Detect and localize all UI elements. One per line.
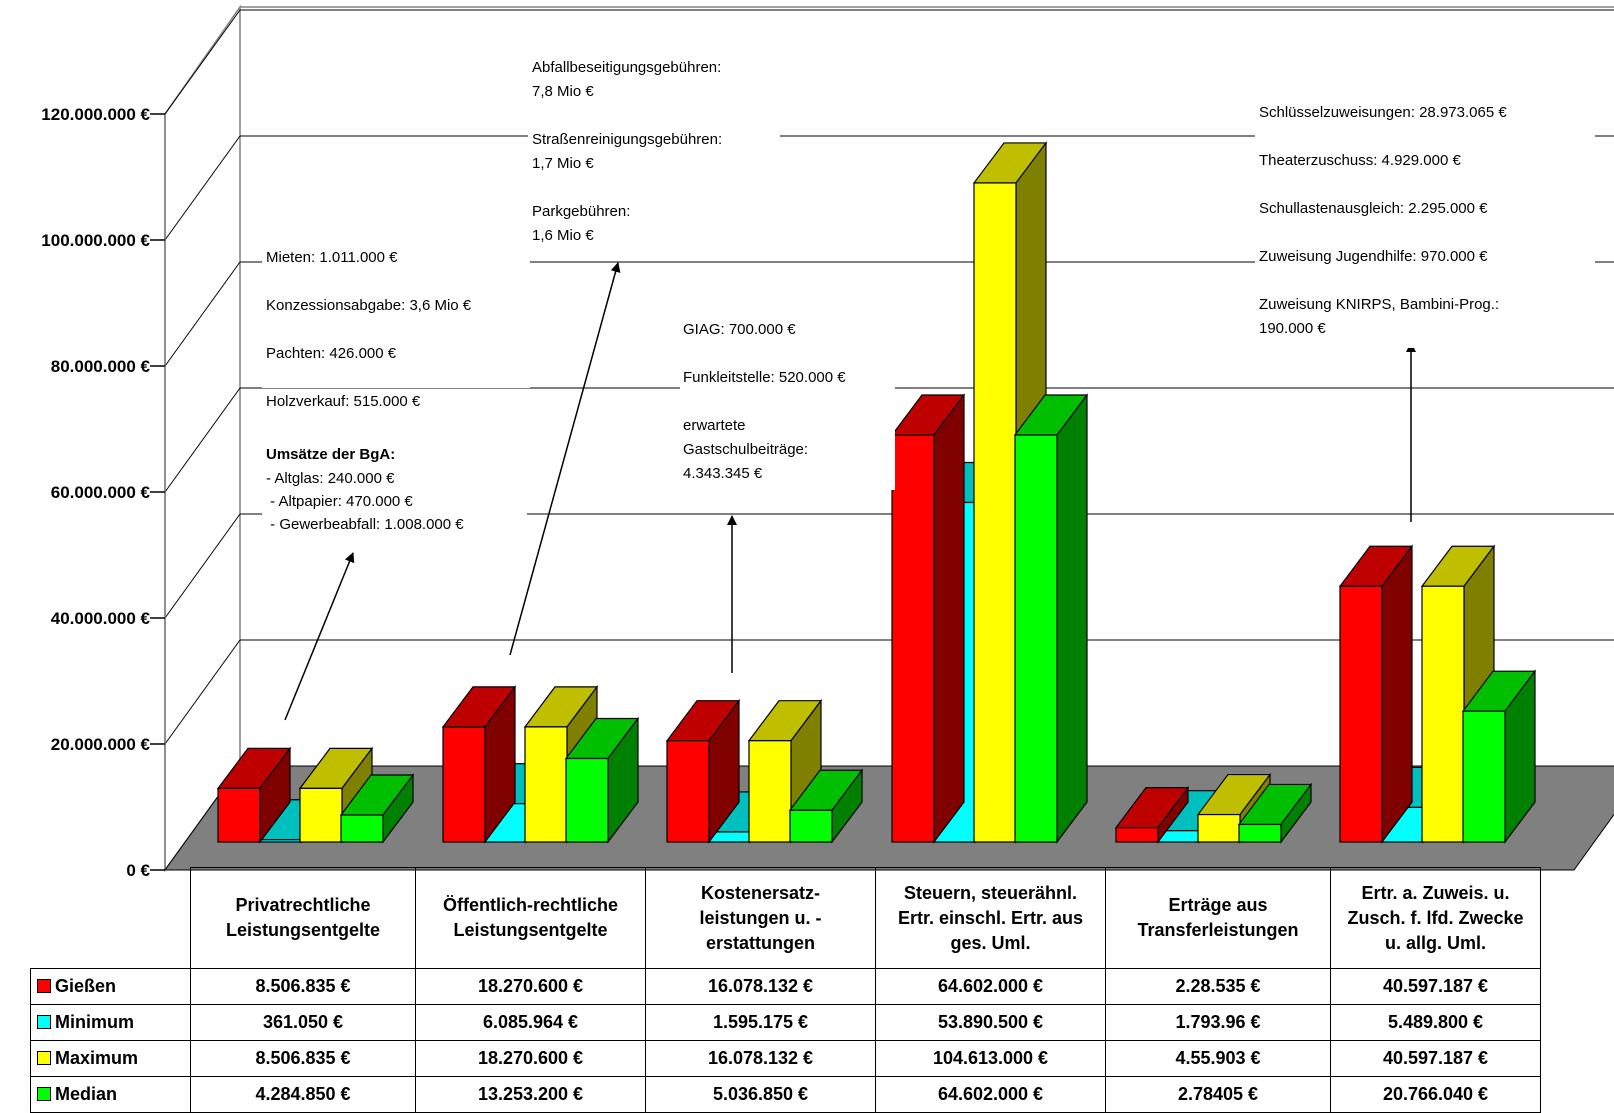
y-tick-label: 20.000.000 € bbox=[51, 735, 151, 754]
data-label: 64.602.000 € bbox=[875, 1076, 1106, 1113]
annotation-background bbox=[680, 315, 895, 490]
data-label: 16.078.132 € bbox=[645, 1040, 876, 1077]
y-axis: 0 € 20.000.000 € 40.000.000 € 60.000.000 € 8… bbox=[41, 105, 166, 880]
bar-3-2 bbox=[788, 768, 864, 844]
legend-swatch bbox=[37, 979, 51, 993]
y-tick-label: 60.000.000 € bbox=[51, 483, 151, 502]
annotation-background bbox=[262, 243, 530, 388]
annotation-arrow-1 bbox=[509, 262, 621, 656]
data-label: 40.597.187 € bbox=[1330, 968, 1541, 1005]
data-label: 4.55.903 € bbox=[1105, 1040, 1331, 1077]
data-label: 8.506.835 € bbox=[190, 968, 416, 1005]
data-label: 8.506.835 € bbox=[190, 1040, 416, 1077]
annotations: Mieten: 1.011.000 € Konzessionsabgabe: 3,… bbox=[262, 52, 1595, 535]
annotation-arrow-0 bbox=[284, 552, 355, 721]
gridline-side bbox=[164, 261, 241, 367]
annotation-text-5: Schlüsselzuweisungen: 28.973.065 € Theate… bbox=[1259, 104, 1507, 337]
data-label: 18.270.600 € bbox=[415, 1040, 646, 1077]
y-tick-label: 120.000.000 € bbox=[41, 105, 150, 124]
table-corner bbox=[31, 868, 191, 969]
category-label: Kostenersatz-leistungen u. - erstattungen bbox=[645, 867, 876, 969]
y-tick-label: 80.000.000 € bbox=[51, 357, 151, 376]
legend-swatch bbox=[37, 1087, 51, 1101]
data-label: 18.270.600 € bbox=[415, 968, 646, 1005]
category-label: Erträge aus Transferleistungen bbox=[1105, 867, 1331, 969]
y-tick-label: 100.000.000 € bbox=[41, 231, 150, 250]
data-label: 16.078.132 € bbox=[645, 968, 876, 1005]
y-tick-label: 0 € bbox=[126, 861, 150, 880]
bar-0-0 bbox=[216, 746, 292, 844]
y-tick-label: 40.000.000 € bbox=[51, 609, 151, 628]
annotation-arrows bbox=[284, 262, 1416, 721]
side-wall bbox=[164, 4, 241, 873]
legend-entry: Maximum bbox=[30, 1040, 191, 1077]
annotation-text-2: - Altglas: 240.000 € - Altpapier: 470.00… bbox=[266, 470, 464, 533]
data-label: 64.602.000 € bbox=[875, 968, 1106, 1005]
data-label: 2.78405 € bbox=[1105, 1076, 1331, 1113]
annotation-background bbox=[262, 440, 527, 535]
gridline-side bbox=[164, 513, 241, 619]
legend-entry: Median bbox=[30, 1076, 191, 1113]
annotation-text-1: Umsätze der BgA: bbox=[266, 446, 395, 463]
annotation-text-3: Abfallbeseitigungsgebühren: 7,8 Mio € Stra… bbox=[532, 59, 722, 244]
gridline-side bbox=[164, 639, 241, 745]
category-label: Öffentlich-rechtliche Leistungsentgelte bbox=[415, 867, 646, 969]
data-label: 13.253.200 € bbox=[415, 1076, 646, 1113]
gridline-side bbox=[164, 135, 241, 241]
category-label: Steuern, steuerähnl. Ertr. einschl. Ertr.… bbox=[875, 867, 1106, 969]
bars bbox=[216, 141, 1537, 844]
gridline-side bbox=[164, 387, 241, 493]
bar-3-0 bbox=[339, 773, 415, 844]
data-label: 20.766.040 € bbox=[1330, 1076, 1541, 1113]
bar-3-4 bbox=[1237, 782, 1313, 844]
data-label: 40.597.187 € bbox=[1330, 1040, 1541, 1077]
category-label: Ertr. a. Zuweis. u. Zusch. f. lfd. Zwecke… bbox=[1330, 867, 1541, 969]
bar-3-1 bbox=[564, 716, 640, 844]
bar-0-1 bbox=[441, 685, 517, 844]
data-label: 104.613.000 € bbox=[875, 1040, 1106, 1077]
bar-0-4 bbox=[1114, 785, 1190, 844]
bar-3-5 bbox=[1461, 669, 1537, 844]
table-row: Maximum 8.506.835 €18.270.600 €16.078.132… bbox=[30, 1040, 1541, 1077]
data-label: 5.489.800 € bbox=[1330, 1004, 1541, 1041]
data-label: 1.793.96 € bbox=[1105, 1004, 1331, 1041]
gridline-side bbox=[164, 9, 241, 115]
data-label: 4.284.850 € bbox=[190, 1076, 416, 1113]
data-label: 2.28.535 € bbox=[1105, 968, 1331, 1005]
table-row: Median 4.284.850 €13.253.200 €5.036.850 €… bbox=[30, 1076, 1541, 1113]
legend-swatch bbox=[37, 1051, 51, 1065]
data-label: 361.050 € bbox=[190, 1004, 416, 1041]
annotation-background bbox=[1255, 98, 1595, 348]
bar-0-5 bbox=[1338, 544, 1414, 844]
data-label: 53.890.500 € bbox=[875, 1004, 1106, 1041]
data-label: 1.595.175 € bbox=[645, 1004, 876, 1041]
table-row: Minimum 361.050 €6.085.964 €1.595.175 €53… bbox=[30, 1004, 1541, 1041]
data-label: 5.036.850 € bbox=[645, 1076, 876, 1113]
annotation-background bbox=[528, 52, 780, 252]
legend-swatch bbox=[37, 1015, 51, 1029]
bar-0-3 bbox=[890, 393, 966, 844]
bar-3-3 bbox=[1013, 393, 1089, 844]
table-row: Gießen 8.506.835 €18.270.600 €16.078.132 … bbox=[30, 968, 1541, 1005]
annotation-text-0: Mieten: 1.011.000 € Konzessionsabgabe: 3,… bbox=[266, 249, 472, 410]
category-label: Privatrechtliche Leistungsentgelte bbox=[190, 867, 416, 969]
data-label: 6.085.964 € bbox=[415, 1004, 646, 1041]
annotation-text-4: GIAG: 700.000 € Funkleitstelle: 520.000 €… bbox=[683, 321, 846, 482]
legend-entry: Gießen bbox=[30, 968, 191, 1005]
data-table: Privatrechtliche Leistungsentgelte Öffentl… bbox=[30, 867, 1541, 1113]
legend-entry: Minimum bbox=[30, 1004, 191, 1041]
bar-0-2 bbox=[665, 698, 741, 844]
